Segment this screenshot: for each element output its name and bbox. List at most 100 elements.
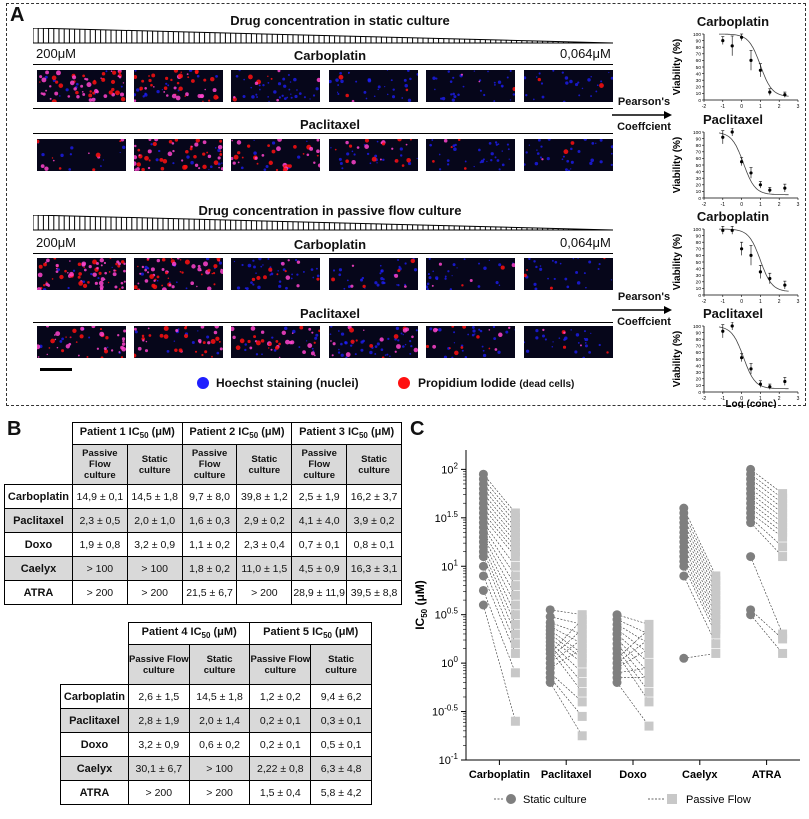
flow-concentration-wedge [33, 215, 613, 231]
arrow-label-1a: Pearson's [617, 96, 671, 108]
passive-flow-point [510, 552, 520, 562]
table-cell: 11,0 ± 1,5 [236, 556, 293, 581]
paired-line [550, 637, 583, 664]
viability-xtick-label: 0 [740, 202, 743, 208]
arrow-label-1b: Coeffcient [617, 121, 671, 133]
static-drug1-label: Carboplatin [293, 48, 367, 63]
passive-flow-point [711, 639, 721, 649]
static-drug2-label: Paclitaxel [300, 117, 360, 132]
passive-flow-point [577, 653, 587, 663]
panel-a-letter: A [10, 4, 25, 26]
viability-point [749, 253, 753, 257]
viability-fit-curve [719, 228, 789, 292]
passive-flow-point [778, 629, 788, 639]
viability-ytick-label: 20 [696, 280, 702, 286]
viability-xtick-label: 2 [778, 104, 781, 110]
table-cell: 2,22 ± 0,8 [249, 756, 312, 781]
viability-point [768, 276, 772, 281]
passive-flow-point [711, 590, 721, 600]
micrograph-tile [524, 326, 613, 358]
viability-point [749, 58, 753, 62]
passive-flow-point [711, 595, 721, 605]
paired-line [750, 507, 783, 533]
table-cell: 0,2 ± 0,1 [249, 732, 312, 757]
static-culture-point [478, 600, 488, 610]
paired-line [683, 532, 717, 601]
viability-xtick-label: 2 [778, 396, 781, 402]
table-drug-label: ATRA [60, 780, 129, 805]
viability-ytick-label: 90 [696, 38, 702, 44]
passive-flow-point [510, 629, 520, 639]
passive-flow-point [510, 518, 520, 528]
static-culture-point [679, 571, 689, 581]
micrograph-image [329, 70, 418, 102]
table-culture-subheader: Passive Flow culture [291, 444, 348, 485]
passive-flow-point [711, 581, 721, 591]
table-cell: 2,8 ± 1,9 [127, 708, 190, 733]
paired-line [616, 638, 650, 674]
header-text: Patient 3 IC [299, 426, 359, 439]
passive-flow-point [778, 634, 788, 644]
viability-ytick-label: 20 [696, 85, 702, 91]
pi-legend-label: Propidium Iodide (dead cells) [418, 376, 574, 390]
passive-flow-point [711, 648, 721, 658]
static-culture-point [746, 552, 756, 562]
paired-line [483, 527, 516, 577]
passive-flow-point [577, 639, 587, 649]
viability-point [783, 379, 787, 384]
viability-fit-curve [718, 132, 789, 196]
passive-flow-point [711, 571, 721, 581]
paired-line [549, 628, 583, 659]
viability-xtick-label: 1 [759, 299, 762, 305]
paired-line [750, 503, 783, 528]
micrograph-image [231, 326, 320, 358]
passive-flow-point [510, 527, 520, 537]
passive-flow-point [510, 600, 520, 610]
flow-drug2-label: Paclitaxel [300, 306, 360, 321]
passive-flow-point [577, 648, 587, 658]
viability-ytick-label: 80 [696, 240, 702, 246]
table-patient-header: Patient 5 IC50 (μM) [249, 622, 372, 645]
table-cell: 0,7 ± 0,1 [291, 532, 348, 557]
passive-flow-point [577, 687, 587, 697]
paired-line [550, 648, 583, 669]
viability-ytick-label: 40 [696, 169, 702, 175]
paired-line [483, 546, 516, 615]
micrograph-image [426, 258, 515, 290]
viability-point [730, 130, 734, 134]
header-text: Patient 2 IC [189, 426, 250, 439]
paired-line [683, 537, 717, 606]
header-text: Patient 5 IC [263, 626, 324, 639]
paired-line [549, 682, 583, 736]
viability-ytick-label: 90 [696, 136, 702, 142]
micrograph-tile [329, 326, 418, 358]
micrograph-image [134, 139, 223, 171]
table-row: Carboplatin 2,6 ± 1,5 14,5 ± 1,8 1,2 ± 0,2 9… [60, 684, 372, 709]
viability-xtick-label: 2 [778, 299, 781, 305]
table-cell: 16,3 ± 3,1 [346, 556, 402, 581]
paired-line [683, 546, 717, 615]
viability-point [740, 160, 744, 164]
viability-xtick-label: -2 [702, 396, 707, 402]
micrograph-image [429, 139, 510, 171]
viability-xtick-label: 3 [797, 104, 800, 110]
viability-ytick-label: 50 [696, 260, 702, 266]
viability-xtick-label: 3 [797, 396, 800, 402]
passive-flow-point [644, 668, 654, 678]
paired-line [483, 474, 516, 514]
table-cell: 21,5 ± 6,7 [181, 580, 238, 605]
micrograph-tile [37, 258, 126, 290]
passive-flow-point [510, 547, 520, 557]
viability-x-axis-label: Log (conc) [725, 399, 776, 408]
viability-ytick-label: 10 [696, 286, 702, 292]
passive-flow-point [778, 493, 788, 503]
passive-flow-point [510, 571, 520, 581]
micrograph-tile [231, 70, 320, 102]
passive-flow-point [711, 629, 721, 639]
paired-line [549, 619, 583, 654]
legend-static-label: Static culture [523, 794, 587, 806]
table-cell: > 200 [236, 580, 293, 605]
viability-point [730, 324, 734, 328]
